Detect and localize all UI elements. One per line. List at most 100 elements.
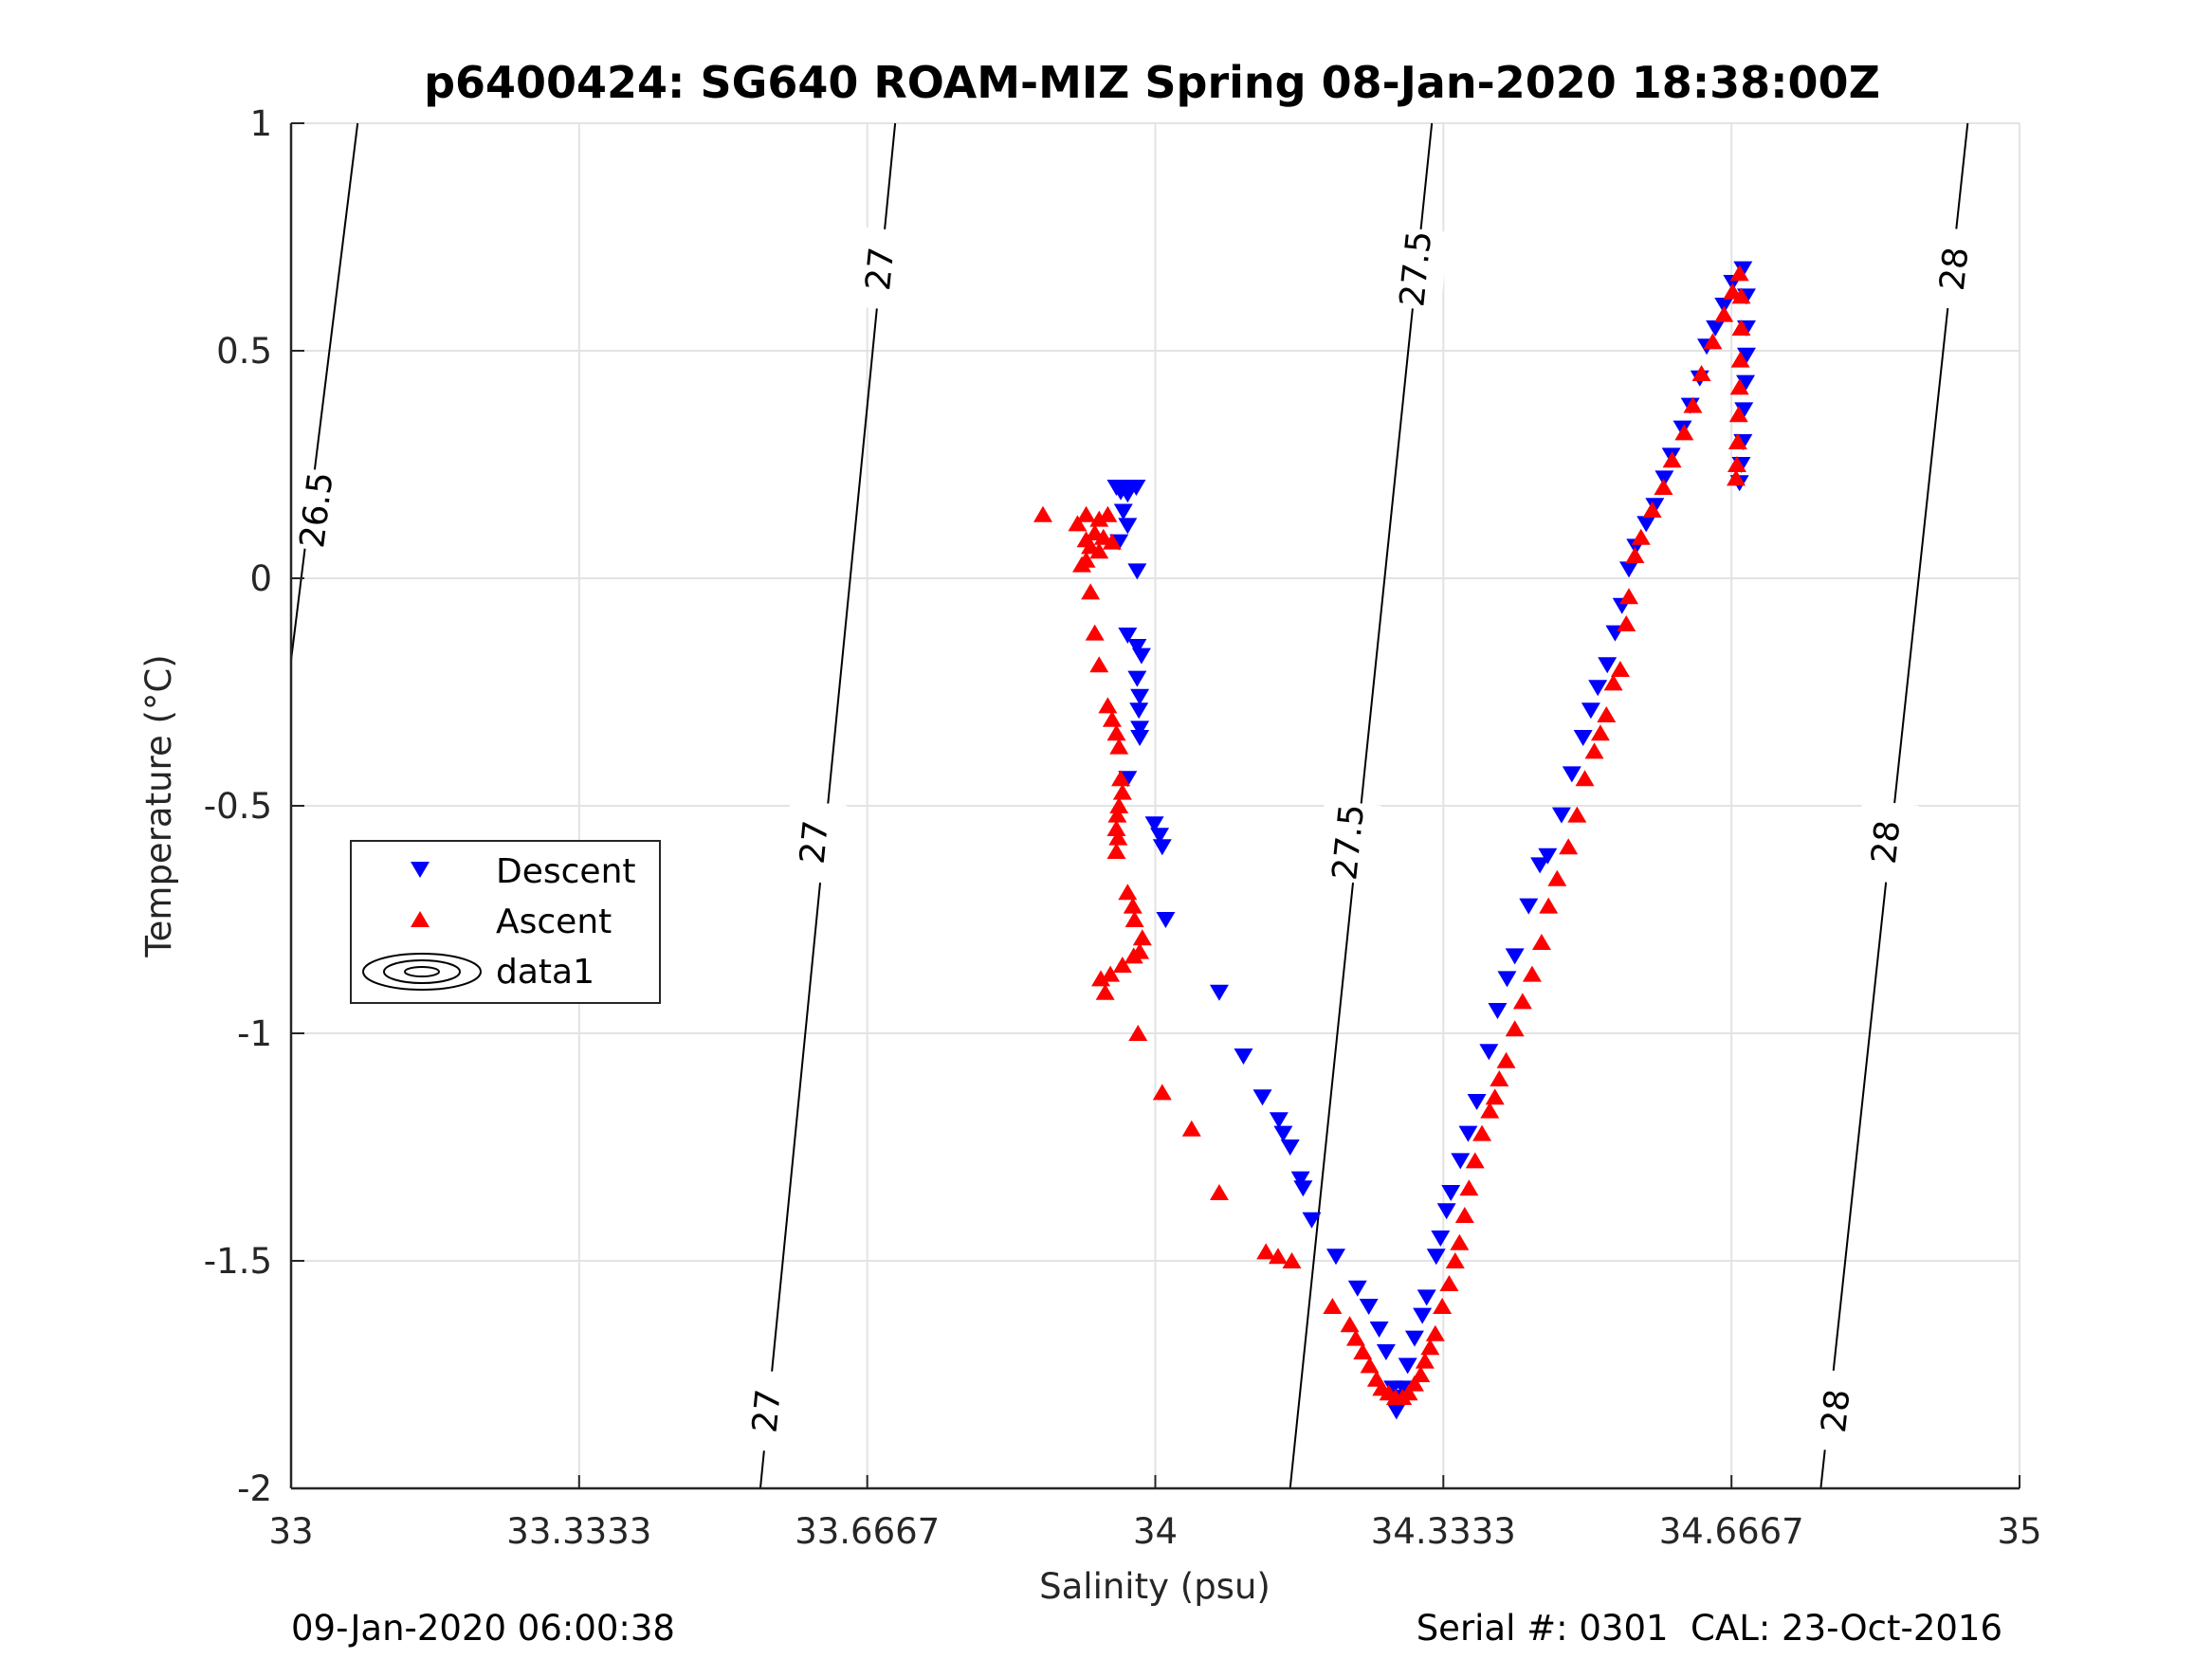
descent-point xyxy=(1479,1044,1499,1061)
contour-label: 28 xyxy=(1933,246,1977,293)
ascent-point xyxy=(1575,770,1595,787)
ascent-point xyxy=(1095,983,1115,1000)
ascent-point xyxy=(1559,838,1579,855)
legend-ascent-label: Ascent xyxy=(496,902,612,941)
descent-point xyxy=(1234,1048,1253,1065)
descent-point xyxy=(1505,948,1525,965)
contour-label: 26.5 xyxy=(293,470,341,551)
ascent-point xyxy=(1703,333,1723,350)
ascent-point xyxy=(1181,1120,1201,1137)
descent-point xyxy=(1290,1171,1310,1188)
y-tick-label: -0.5 xyxy=(204,786,272,827)
ascent-point xyxy=(1081,583,1101,600)
y-axis-label: Temperature (°C) xyxy=(138,654,179,957)
descent-point xyxy=(1417,1289,1436,1306)
ascent-point xyxy=(1268,1248,1288,1265)
ascent-point xyxy=(1124,947,1143,964)
ascent-point xyxy=(1531,934,1551,950)
ascent-point xyxy=(1654,479,1673,495)
ascent-point xyxy=(1123,897,1143,914)
ascent-point xyxy=(1465,1152,1485,1169)
descent-point xyxy=(1293,1180,1313,1197)
ascent-point xyxy=(1727,456,1746,472)
plot-area: 26.5 27 27 27 27.5 27.5 28 28 28 33 33.3333 33.666… xyxy=(204,103,2042,1552)
ascent-point xyxy=(1256,1243,1276,1260)
legend-descent-label: Descent xyxy=(496,852,636,891)
descent-point xyxy=(1581,702,1600,720)
ascent-point xyxy=(1152,1084,1172,1101)
x-tick-label: 33 xyxy=(268,1511,313,1552)
y-tick-label: 0 xyxy=(249,558,272,599)
descent-point xyxy=(1458,1125,1478,1142)
ascent-point xyxy=(1729,264,1749,282)
ascent-point xyxy=(1617,615,1636,631)
descent-point xyxy=(1369,1322,1389,1338)
descent-point xyxy=(1519,898,1539,915)
descent-point xyxy=(1551,807,1571,824)
ascent-point xyxy=(1433,1298,1453,1314)
descent-point xyxy=(1252,1089,1272,1106)
ascent-point xyxy=(1619,588,1639,605)
contour-label-bg xyxy=(1383,226,1449,312)
descent-point xyxy=(1441,1185,1461,1201)
ascent-point xyxy=(1730,351,1750,368)
descent-point xyxy=(1636,516,1656,533)
descent-point xyxy=(1736,347,1756,364)
contour-label-bg xyxy=(1922,226,1987,312)
ascent-point xyxy=(1112,957,1132,973)
contour-label: 27 xyxy=(794,819,836,866)
legend-ascent-marker-icon xyxy=(411,911,430,927)
ascent-point xyxy=(1128,1025,1148,1041)
descent-point xyxy=(1130,688,1150,705)
ascent-point xyxy=(1459,1179,1479,1196)
ascent-point xyxy=(1590,724,1610,741)
x-tick-label: 34.3333 xyxy=(1371,1511,1516,1552)
descent-point xyxy=(1156,912,1176,928)
descent-point xyxy=(1736,374,1756,392)
contour-line-26-5 xyxy=(290,122,359,661)
ascent-point xyxy=(1282,1252,1302,1268)
ascent-point xyxy=(1109,738,1129,755)
descent-point xyxy=(1129,702,1149,720)
ascent-series xyxy=(1033,264,1751,1405)
y-tick-labels: -2 -1.5 -1 -0.5 0 0.5 1 xyxy=(204,103,272,1509)
descent-point xyxy=(1376,1344,1396,1360)
ascent-point xyxy=(1610,661,1630,677)
ascent-point xyxy=(1727,469,1746,486)
descent-point xyxy=(1127,670,1147,687)
ascent-point xyxy=(1112,783,1132,800)
descent-point xyxy=(1598,657,1618,674)
ascent-point xyxy=(1584,742,1604,759)
ascent-point xyxy=(1323,1298,1343,1314)
ascent-point xyxy=(1132,929,1152,946)
contour-label-bg xyxy=(283,466,351,554)
legend-descent-marker-icon xyxy=(411,862,430,878)
footer-timestamp: 09-Jan-2020 06:00:38 xyxy=(291,1608,675,1649)
ascent-point xyxy=(1480,1102,1500,1119)
legend-data1-label: data1 xyxy=(496,953,594,992)
ascent-point xyxy=(1691,365,1711,381)
x-tick-label: 33.3333 xyxy=(506,1511,651,1552)
footer-serial-cal: Serial #: 0301 CAL: 23-Oct-2016 xyxy=(1417,1608,2002,1649)
descent-point xyxy=(1530,857,1550,874)
y-tick-label: -1 xyxy=(237,1013,272,1054)
ascent-point xyxy=(1102,533,1122,550)
descent-point xyxy=(1347,1280,1367,1297)
ascent-point xyxy=(1353,1343,1373,1359)
descent-point xyxy=(1451,1153,1471,1170)
descent-point xyxy=(1118,628,1138,644)
descent-point xyxy=(1426,1249,1446,1266)
ascent-point xyxy=(1567,806,1587,823)
ascent-point xyxy=(1209,1184,1229,1200)
ascent-point xyxy=(1415,1352,1435,1369)
ascent-point xyxy=(1420,1339,1440,1356)
descent-point xyxy=(1436,1203,1456,1220)
ascent-point xyxy=(1597,706,1617,722)
descent-point xyxy=(1386,1403,1406,1420)
descent-point xyxy=(1588,680,1608,697)
x-tick-label: 35 xyxy=(1997,1511,2041,1552)
ascent-point xyxy=(1089,656,1109,673)
ascent-point xyxy=(1490,1070,1509,1086)
descent-point xyxy=(1209,984,1229,1001)
